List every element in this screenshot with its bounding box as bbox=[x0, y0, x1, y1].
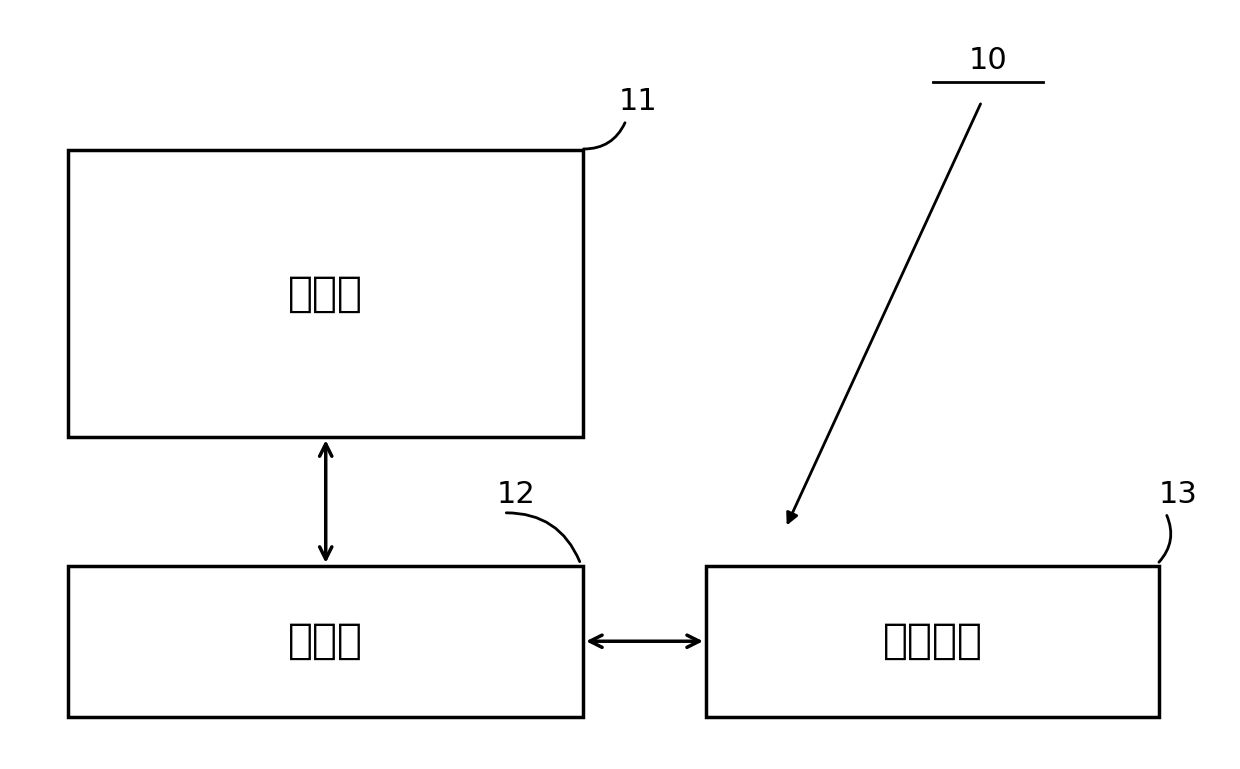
FancyBboxPatch shape bbox=[68, 151, 583, 438]
Text: 11: 11 bbox=[619, 88, 657, 116]
Text: 存储器: 存储器 bbox=[288, 273, 363, 315]
Text: 处理器: 处理器 bbox=[288, 621, 363, 662]
Text: 12: 12 bbox=[496, 480, 536, 509]
FancyBboxPatch shape bbox=[68, 566, 583, 717]
Text: 网络模块: 网络模块 bbox=[883, 621, 982, 662]
FancyBboxPatch shape bbox=[706, 566, 1159, 717]
Text: 13: 13 bbox=[1158, 480, 1198, 509]
Text: 10: 10 bbox=[968, 46, 1007, 75]
